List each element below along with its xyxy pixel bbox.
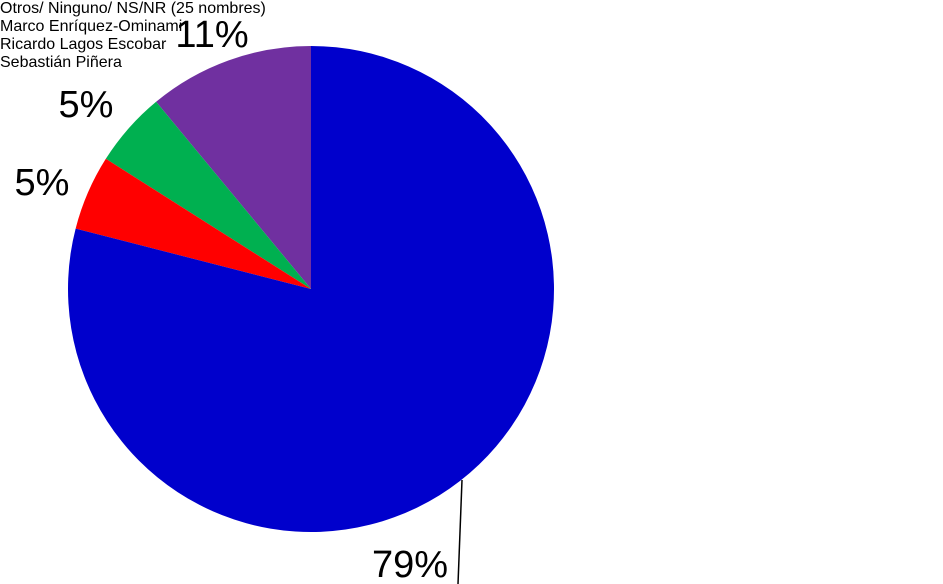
data-label: 11%: [175, 14, 248, 56]
pie-slice: [68, 46, 554, 532]
leader-line: [457, 479, 463, 584]
legend-item: Ricardo Lagos Escobar: [0, 36, 943, 54]
pie-slice: [105, 101, 312, 289]
data-label: 79%: [372, 544, 448, 584]
pie-slice: [75, 158, 311, 289]
pie-slice: [156, 46, 311, 289]
legend-label: Otros/ Ninguno/ NS/NR (25 nombres): [0, 0, 266, 17]
legend-label: Sebastián Piñera: [0, 54, 122, 71]
legend-item: Sebastián Piñera: [0, 54, 943, 72]
legend-item: Marco Enríquez-Ominami: [0, 18, 943, 36]
legend-label: Ricardo Lagos Escobar: [0, 36, 167, 53]
legend-item: Otros/ Ninguno/ NS/NR (25 nombres): [0, 0, 943, 18]
legend-label: Marco Enríquez-Ominami: [0, 18, 183, 35]
data-label: 5%: [59, 84, 114, 126]
data-label: 5%: [15, 162, 70, 204]
